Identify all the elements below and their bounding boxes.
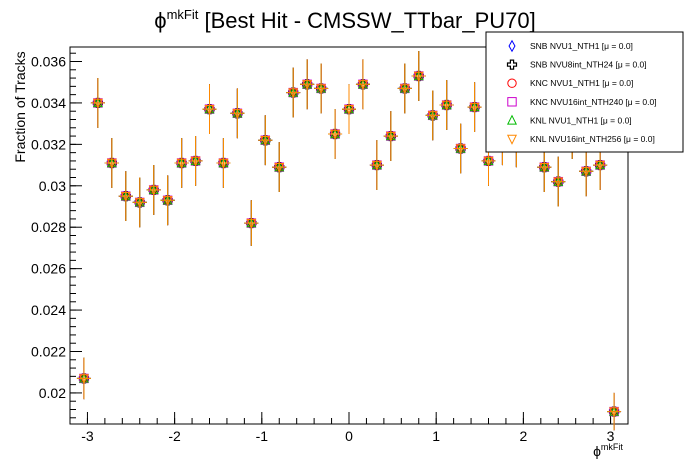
data-point [581, 167, 592, 178]
data-point [134, 198, 145, 209]
data-point [232, 109, 243, 120]
y-axis-label: Fraction of Tracks [12, 51, 28, 162]
data-point [609, 407, 620, 418]
y-tick-label: 0.026 [31, 261, 66, 277]
x-axis: -3 -2 -1 0 1 2 3 [69, 412, 629, 444]
data-point [148, 185, 159, 196]
data-point [316, 84, 327, 95]
data-point [260, 136, 271, 147]
data-point [343, 104, 355, 115]
legend-label: KNC NVU16int_NTH240 [μ = 0.0] [530, 97, 657, 107]
data-point [176, 158, 187, 169]
x-axis-label: ϕmkFit [593, 442, 623, 459]
data-point [218, 158, 229, 169]
legend: SNB NVU1_NTH1 [μ = 0.0] SNB NVU8int_NTH24… [485, 31, 684, 153]
data-point [371, 160, 382, 171]
y-tick-label: 0.02 [39, 385, 66, 401]
legend-entries: SNB NVU1_NTH1 [μ = 0.0] SNB NVU8int_NTH24… [506, 39, 657, 145]
legend-label: KNL NVU16int_NTH256 [μ = 0.0] [530, 134, 655, 144]
legend-label: SNB NVU8int_NTH24 [μ = 0.0] [530, 60, 647, 70]
data-point [385, 131, 396, 142]
x-tick-label: 3 [607, 428, 615, 444]
legend-box [485, 31, 684, 153]
data-point [595, 160, 606, 171]
data-point [78, 374, 89, 385]
data-point [357, 80, 368, 91]
y-tick-label: 0.036 [31, 54, 66, 70]
y-tick-label: 0.028 [31, 219, 66, 235]
x-tick-label: -1 [256, 428, 269, 444]
data-point [120, 191, 131, 202]
y-tick-label: 0.024 [31, 302, 66, 318]
data-point [274, 162, 285, 173]
x-tick-label: 1 [432, 428, 440, 444]
data-point [302, 80, 313, 91]
x-tick-label: -3 [81, 428, 94, 444]
legend-marker [506, 134, 518, 145]
y-tick-label: 0.03 [39, 178, 66, 194]
data-point [106, 158, 117, 169]
data-point [162, 196, 173, 207]
x-tick-label: 0 [345, 428, 353, 444]
y-axis: 0.02 0.022 0.024 0.026 0.028 0.03 0.032 0.034 0.… [31, 52, 82, 419]
y-tick-label: 0.032 [31, 136, 66, 152]
legend-label: KNC NVU1_NTH1 [μ = 0.0] [530, 78, 633, 88]
x-tick-label: 2 [519, 428, 527, 444]
data-point [469, 102, 480, 113]
legend-marker [506, 114, 518, 125]
data-point [399, 84, 410, 95]
data-point [246, 218, 257, 229]
legend-marker [506, 59, 518, 70]
data-point [441, 100, 452, 111]
data-point [330, 129, 341, 140]
data-point [190, 156, 201, 167]
data-point [427, 111, 438, 122]
x-tick-label: -2 [168, 428, 181, 444]
y-tick-label: 0.022 [31, 344, 66, 360]
data-point [288, 88, 299, 99]
legend-marker [507, 78, 517, 88]
data-point [204, 104, 215, 115]
legend-marker [508, 39, 516, 53]
data-point [455, 144, 466, 155]
legend-marker [507, 97, 517, 107]
data-point [553, 177, 564, 188]
data-point [483, 156, 494, 167]
legend-label: SNB NVU1_NTH1 [μ = 0.0] [530, 41, 633, 51]
data-point [413, 71, 424, 82]
data-point [92, 98, 103, 109]
y-tick-label: 0.034 [31, 95, 66, 111]
legend-label: KNL NVU1_NTH1 [μ = 0.0] [530, 115, 632, 125]
data-point [539, 162, 550, 173]
chart-title: ϕmkFit [Best Hit - CMSSW_TTbar_PU70] [154, 7, 536, 33]
